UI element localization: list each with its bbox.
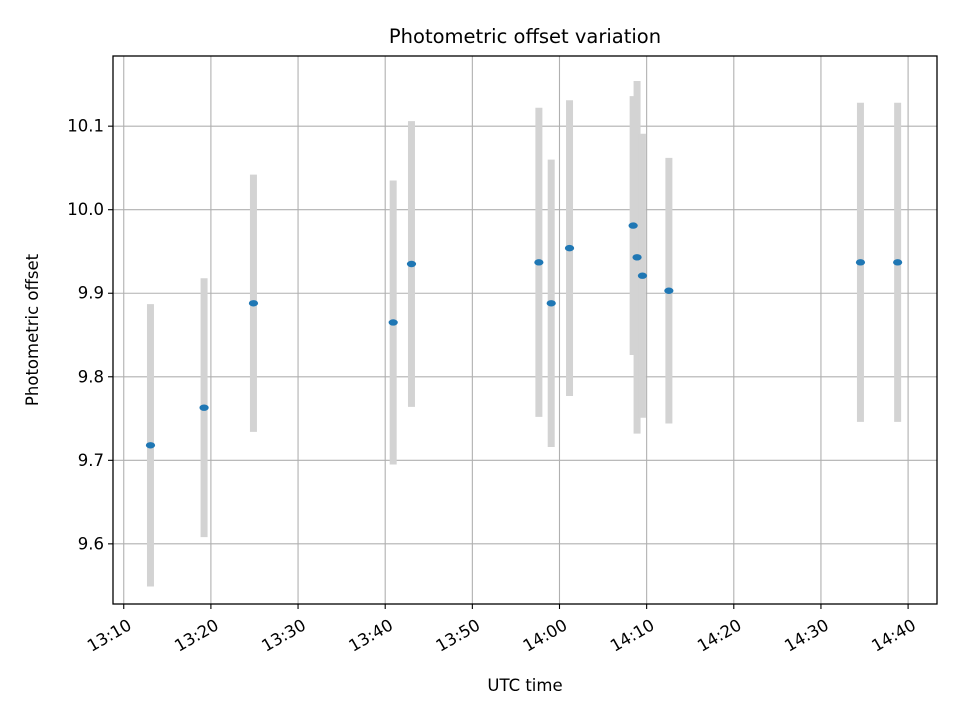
- data-points: [145, 222, 903, 449]
- data-point: [248, 300, 259, 307]
- data-point: [637, 272, 648, 279]
- y-tick-label: 9.9: [78, 284, 104, 303]
- data-point: [388, 319, 398, 326]
- data-point: [628, 222, 638, 229]
- plot-frame: [112, 55, 938, 605]
- chart-title: Photometric offset variation: [389, 25, 661, 48]
- grid: [113, 56, 937, 604]
- y-tick-label: 9.6: [78, 534, 104, 553]
- y-tick-label: 10.1: [67, 117, 104, 136]
- data-point: [546, 300, 556, 307]
- data-point: [855, 259, 866, 266]
- y-axis-label: Photometric offset: [23, 253, 42, 406]
- data-point: [406, 260, 417, 268]
- data-point: [664, 287, 674, 294]
- x-axis-label: UTC time: [487, 676, 562, 695]
- data-point: [893, 259, 903, 266]
- y-tick-label: 9.7: [78, 451, 104, 470]
- y-tick-label: 10.0: [67, 200, 104, 219]
- data-point: [145, 442, 156, 449]
- y-tick-label: 9.8: [78, 367, 104, 386]
- data-point: [534, 259, 544, 266]
- data-point: [199, 404, 209, 411]
- data-point: [632, 254, 642, 261]
- data-point: [564, 244, 575, 252]
